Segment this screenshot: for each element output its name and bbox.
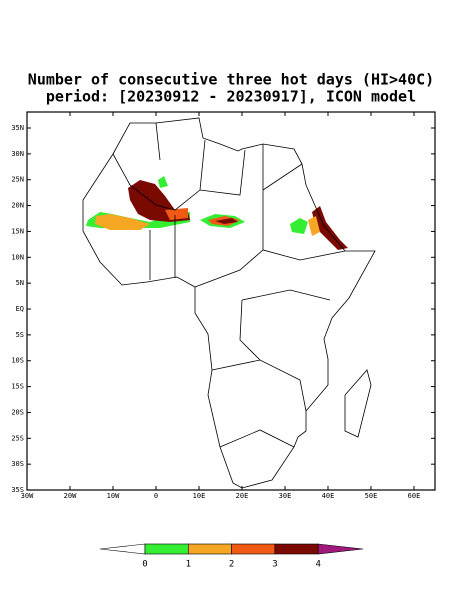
title-line: Number of consecutive three hot days (HI… [28, 71, 434, 89]
lat-label: 15S [11, 383, 24, 391]
lat-label: 10N [11, 253, 24, 261]
colorbar-swatch [144, 543, 189, 555]
lat-label: 35N [11, 124, 24, 132]
lon-label: 0 [154, 492, 158, 500]
lat-label: 20S [11, 408, 24, 416]
colorbar-label: 4 [315, 560, 320, 570]
lon-label: 10W [107, 492, 120, 500]
lon-label: 30W [21, 492, 34, 500]
lat-label: 5N [16, 279, 24, 287]
lon-label: 40E [322, 492, 335, 500]
coastlines [82, 117, 376, 489]
lat-label: 35S [11, 486, 24, 494]
lat-label: 30N [11, 150, 24, 158]
colorbar-swatch [188, 543, 232, 555]
lat-label: 25N [11, 176, 24, 184]
colorbar-swatch [274, 543, 319, 555]
lat-label: 5S [16, 331, 24, 339]
title-line: period: [20230912 - 20230917], ICON mode… [46, 88, 416, 106]
lat-label: 10S [11, 357, 24, 365]
lat-label: 30S [11, 460, 24, 468]
colorbar-label: 0 [142, 560, 147, 570]
lon-label: 60E [408, 492, 421, 500]
map-frame [26, 111, 436, 491]
lat-label: 20N [11, 202, 24, 210]
colorbar-label: 1 [186, 560, 191, 570]
lat-label: EQ [16, 305, 24, 313]
lon-labels: 30W 20W 10W 0 10E 20E 30E 40E 50E 60E [21, 112, 421, 500]
lon-label: 20W [64, 492, 77, 500]
colorbar-label: 2 [229, 560, 234, 570]
lat-label: 25S [11, 434, 24, 442]
colorbar-swatch [231, 543, 276, 555]
colorbar-label: 3 [272, 560, 277, 570]
lon-label: 10E [193, 492, 206, 500]
lon-label: 30E [279, 492, 292, 500]
lon-label: 50E [365, 492, 378, 500]
colorbar-end [99, 543, 146, 555]
lon-label: 20E [236, 492, 249, 500]
lat-labels: 35N 30N 25N 20N 15N 10N 5N EQ 5S 10S 15S 20S 25S 30S 3… [11, 124, 435, 494]
colorbar-end [317, 543, 364, 555]
lat-label: 15N [11, 227, 24, 235]
hot-days-field [86, 176, 348, 250]
colorbar: 0 1 2 3 4 [99, 543, 364, 570]
